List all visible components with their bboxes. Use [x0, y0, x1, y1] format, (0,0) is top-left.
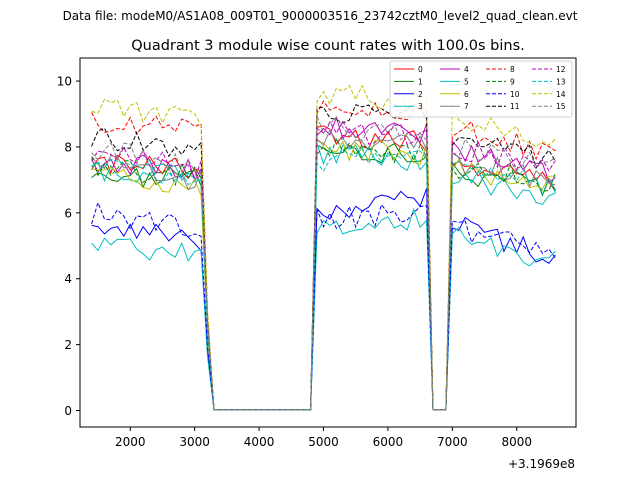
legend-label-10: 10: [510, 90, 520, 99]
x-tick-label: 7000: [437, 435, 468, 449]
x-offset-label: +3.1969e8: [508, 457, 575, 471]
chart-title: Quadrant 3 module wise count rates with …: [131, 38, 525, 54]
y-tick-label: 10: [57, 75, 72, 89]
y-tick-label: 6: [64, 206, 72, 220]
legend-label-7: 7: [464, 102, 469, 111]
legend-label-5: 5: [464, 77, 469, 86]
legend-label-4: 4: [464, 65, 469, 74]
x-tick-label: 4000: [244, 435, 275, 449]
x-tick-label: 5000: [308, 435, 339, 449]
series-line-0: [91, 125, 556, 411]
series-line-6: [91, 140, 556, 411]
legend-label-14: 14: [556, 90, 566, 99]
legend-label-11: 11: [510, 102, 520, 111]
x-tick-label: 3000: [179, 435, 210, 449]
series-line-15: [91, 115, 556, 411]
y-tick-label: 0: [64, 404, 72, 418]
series-line-9: [91, 137, 556, 411]
legend-label-2: 2: [418, 90, 423, 99]
series-line-1: [91, 143, 556, 411]
series-line-10: [91, 201, 556, 411]
plot-area: [91, 84, 556, 411]
series-lines: [91, 84, 556, 411]
series-line-12: [91, 120, 556, 411]
series-line-3: [91, 207, 556, 411]
series-line-7: [91, 129, 556, 411]
series-line-2: [91, 188, 556, 411]
legend-label-9: 9: [510, 77, 515, 86]
legend-label-6: 6: [464, 90, 469, 99]
x-tick-label: 8000: [501, 435, 532, 449]
series-line-4: [91, 116, 556, 411]
legend-label-12: 12: [556, 65, 566, 74]
y-tick-label: 4: [64, 272, 72, 286]
plot-frame: [79, 57, 577, 428]
legend-label-15: 15: [556, 102, 566, 111]
series-line-8: [91, 100, 556, 411]
suptitle: Data file: modeM0/AS1A08_009T01_90000035…: [63, 9, 578, 23]
series-line-5: [91, 142, 556, 411]
series-line-13: [91, 146, 556, 411]
x-tick-label: 6000: [373, 435, 404, 449]
legend-label-3: 3: [418, 102, 423, 111]
legend-label-1: 1: [418, 77, 423, 86]
legend-label-13: 13: [556, 77, 566, 86]
series-line-11: [91, 104, 556, 411]
legend-box: [389, 60, 573, 118]
legend-label-0: 0: [418, 65, 423, 74]
x-tick-label: 2000: [115, 435, 146, 449]
y-tick-label: 8: [64, 140, 72, 154]
y-tick-label: 2: [64, 338, 72, 352]
series-line-14: [91, 84, 556, 411]
legend-label-8: 8: [510, 65, 515, 74]
